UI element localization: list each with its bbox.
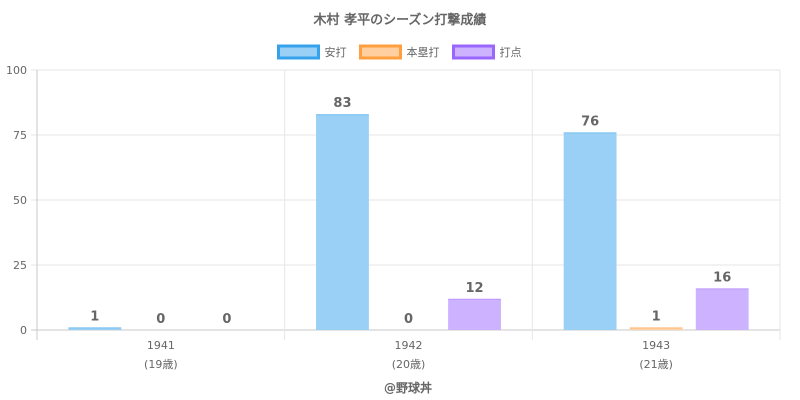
data-label: 1	[652, 309, 661, 324]
legend: 安打 本塁打 打点	[277, 44, 522, 60]
data-label: 12	[465, 281, 483, 296]
bars	[68, 114, 749, 330]
x-tick-label: 1943	[642, 339, 670, 352]
bar	[68, 327, 122, 330]
y-tick-label: 0	[20, 324, 27, 337]
x-tick-label: 1941	[147, 339, 175, 352]
y-tick-label: 75	[13, 129, 27, 142]
legend-label: 安打	[325, 45, 347, 59]
data-label: 0	[222, 312, 231, 327]
bar	[316, 114, 369, 330]
legend-swatch	[277, 44, 320, 60]
y-tick-label: 50	[13, 194, 27, 207]
data-labels: 1 83 76 0 0 1 0 12 16	[90, 96, 731, 327]
grid	[31, 69, 781, 340]
legend-swatch	[452, 44, 495, 60]
credit-label: @野球丼	[384, 380, 432, 395]
bar	[629, 327, 683, 330]
legend-label: 本塁打	[407, 45, 440, 59]
bar	[563, 132, 617, 330]
y-tick-label: 100	[6, 64, 27, 77]
x-tick-sublabel: (21歳)	[639, 358, 673, 371]
legend-swatch	[359, 44, 402, 60]
x-tick-sublabel: (20歳)	[392, 358, 426, 371]
bar	[448, 298, 501, 330]
x-tick-label: 1942	[395, 339, 423, 352]
data-label: 0	[156, 312, 165, 327]
data-label: 83	[333, 96, 351, 111]
data-label: 1	[90, 309, 99, 324]
legend-label: 打点	[500, 45, 522, 59]
x-tick-sublabel: (19歳)	[144, 358, 178, 371]
y-tick-label: 25	[13, 259, 27, 272]
data-label: 0	[404, 312, 413, 327]
bar	[695, 288, 749, 330]
data-label: 16	[713, 270, 731, 285]
data-label: 76	[581, 114, 599, 129]
chart-title: 木村 孝平のシーズン打撃成績	[313, 12, 487, 28]
